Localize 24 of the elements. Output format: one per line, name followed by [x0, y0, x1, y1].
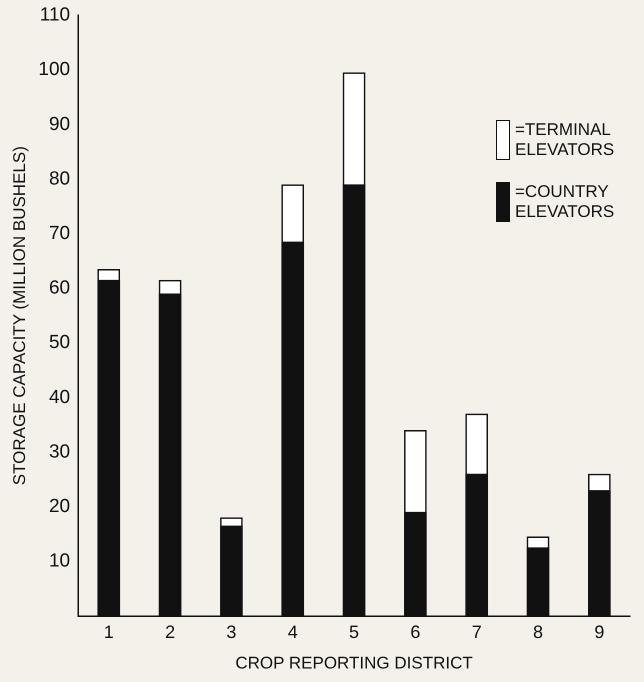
x-tick-label: 2	[165, 622, 176, 642]
x-tick-label: 3	[226, 622, 236, 642]
y-tick-label: 90	[48, 114, 70, 135]
x-tick-label: 5	[349, 622, 360, 642]
y-tick-label: 60	[48, 278, 70, 299]
y-tick-label: 80	[48, 168, 70, 190]
y-tick-label: 70	[48, 223, 70, 244]
y-tick-label: 10	[48, 550, 70, 572]
y-tick-label: 50	[48, 332, 70, 354]
y-tick-label: 30	[48, 441, 70, 462]
x-tick-label: 7	[472, 622, 482, 642]
x-tick-label: 8	[533, 622, 544, 642]
legend-label: =TERMINAL ELEVATORS	[515, 120, 616, 160]
x-tick-label: 6	[410, 622, 420, 642]
y-tick-label: 20	[48, 496, 70, 518]
y-tick-label: 110	[40, 4, 70, 26]
y-tick-label: 40	[48, 386, 70, 408]
x-tick-label: 1	[104, 622, 114, 642]
legend-label: =COUNTRY ELEVATORS	[515, 182, 616, 222]
x-tick-label: 4	[288, 622, 298, 642]
y-axis-title: STORAGE CAPACITY (MILLION BUSHELS)	[10, 146, 29, 486]
x-tick-label: 9	[594, 622, 604, 642]
x-axis-title: CROP REPORTING DISTRICT	[235, 653, 473, 672]
y-tick-label: 100	[38, 59, 70, 80]
